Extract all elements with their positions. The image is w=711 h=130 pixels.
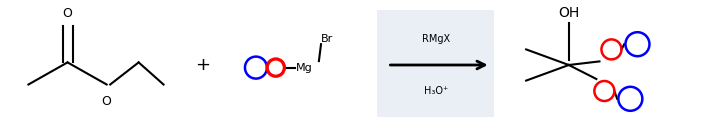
- Text: OH: OH: [558, 6, 579, 20]
- Text: H₃O⁺: H₃O⁺: [424, 86, 448, 96]
- Text: Br: Br: [321, 34, 333, 44]
- FancyBboxPatch shape: [377, 10, 494, 117]
- Text: +: +: [195, 56, 210, 74]
- Text: O: O: [102, 95, 112, 108]
- Text: RMgX: RMgX: [422, 34, 450, 44]
- Text: O: O: [63, 6, 73, 20]
- Text: Mg: Mg: [296, 63, 312, 73]
